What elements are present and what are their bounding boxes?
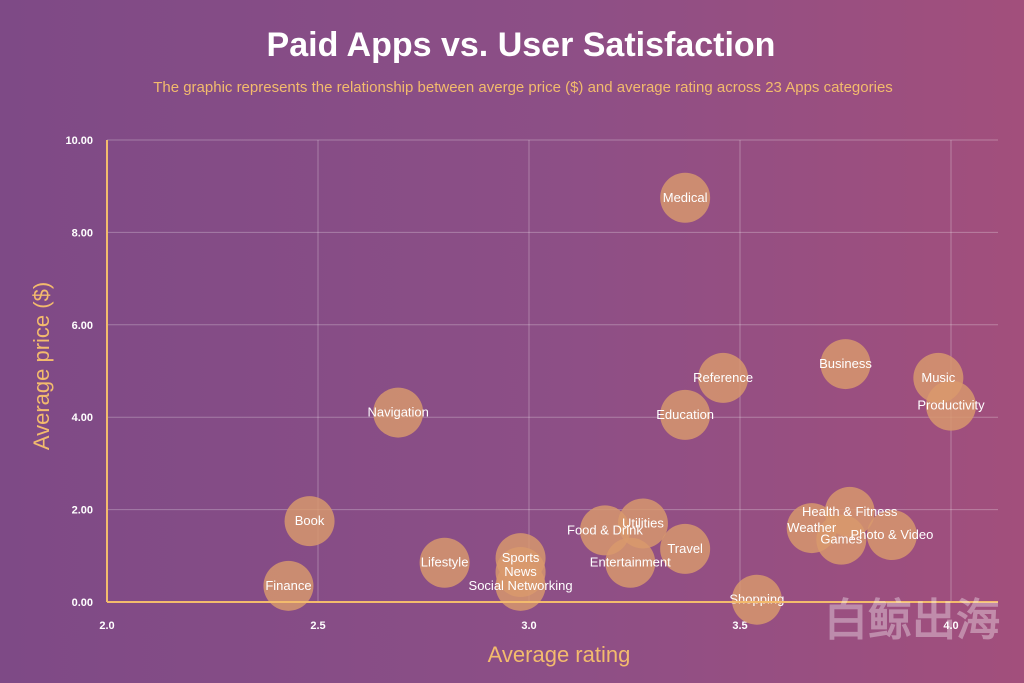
y-tick-label: 8.00 <box>72 227 93 239</box>
bubble-label-reference: Reference <box>693 370 753 385</box>
bubble-label-music: Music <box>921 370 955 385</box>
bubble-label-finance: Finance <box>265 578 311 593</box>
bubble-label-entertainment: Entertainment <box>590 555 671 570</box>
x-tick-label: 2.0 <box>99 620 114 632</box>
bubble-productivity <box>926 380 976 431</box>
x-tick-label: 4.0 <box>943 620 958 632</box>
bubble-lifestyle <box>419 537 470 588</box>
y-tick-label: 4.00 <box>72 412 93 424</box>
grid <box>107 139 998 602</box>
bubble-label-lifestyle: Lifestyle <box>421 555 469 570</box>
bubble-label-news: News <box>504 564 537 579</box>
bubble-finance <box>263 560 314 611</box>
bubble-label-utilities: Utilities <box>622 515 664 530</box>
chart-title: Paid Apps vs. User Satisfaction <box>267 26 776 64</box>
bubble-label-food-drink: Food & Drink <box>567 522 643 537</box>
y-tick-label: 6.00 <box>72 320 93 332</box>
x-tick-label: 3.5 <box>732 620 747 632</box>
bubble-label-weather: Weather <box>787 520 837 535</box>
watermark: 白鲸出海 <box>824 596 1000 645</box>
bubbles: Medical Navigation Book Finance Lifestyle Spo… <box>263 172 985 625</box>
bubble-travel <box>660 523 711 574</box>
bubble-utilities <box>617 498 668 549</box>
bubble-label-navigation: Navigation <box>367 405 428 420</box>
bubble-education <box>660 389 711 440</box>
bubble-book <box>284 496 335 547</box>
bubble-label-photo-video: Photo & Video <box>850 527 933 542</box>
tick-labels: 2.0 2.5 3.0 3.5 4.0 0.00 2.00 4.00 6.00 8.00 10.00 <box>65 135 958 632</box>
bubble-navigation <box>373 387 424 438</box>
bubble-label-social-networking: Social Networking <box>469 578 573 593</box>
bubble-business <box>820 339 871 390</box>
x-tick-label: 3.0 <box>521 620 536 632</box>
y-tick-label: 0.00 <box>72 597 93 609</box>
bubble-label-shopping: Shopping <box>729 592 784 607</box>
bubble-label-book: Book <box>295 513 325 528</box>
bubble-reference <box>698 352 749 403</box>
bubble-label-medical: Medical <box>663 190 708 205</box>
bubble-label-travel: Travel <box>667 541 703 556</box>
x-axis-label: Average rating <box>488 642 631 667</box>
bubble-shopping <box>731 574 782 625</box>
x-tick-label: 2.5 <box>310 620 325 632</box>
bubble-label-education: Education <box>656 407 714 422</box>
bubble-medical <box>660 172 711 223</box>
bubble-label-sports: Sports <box>502 550 540 565</box>
bubble-label-health-fitness: Health & Fitness <box>802 504 898 519</box>
bubble-social-networking <box>495 560 546 611</box>
y-tick-label: 10.00 <box>65 135 93 147</box>
bubble-photo-video <box>866 510 917 561</box>
bubble-games <box>816 514 867 565</box>
y-tick-label: 2.00 <box>72 505 93 517</box>
bubble-label-games: Games <box>820 532 862 547</box>
bubble-label-business: Business <box>819 356 872 371</box>
chart-subtitle: The graphic represents the relationship … <box>153 79 893 96</box>
bubble-label-productivity: Productivity <box>917 398 985 413</box>
y-axis-label: Average price ($) <box>29 282 54 450</box>
bubble-entertainment <box>605 537 656 588</box>
